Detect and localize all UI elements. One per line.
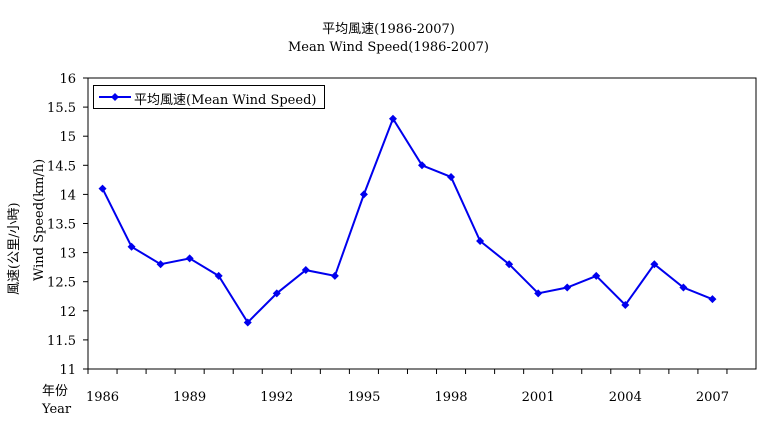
y-tick-label: 12.5 [47, 276, 76, 291]
x-tick-label: 1989 [173, 390, 206, 405]
legend-label: 平均風速(Mean Wind Speed) [134, 93, 317, 108]
data-point-marker [563, 283, 572, 292]
y-tick-label: 14.5 [47, 159, 76, 174]
data-point-marker [272, 289, 281, 298]
y-tick-label: 15 [59, 130, 76, 145]
y-axis-label-english: Wind Speed(km/h) [32, 158, 47, 281]
plot-area-frame [87, 77, 757, 370]
x-tick-label: 1995 [347, 390, 380, 405]
data-point-marker [447, 172, 456, 181]
data-point-marker [98, 184, 107, 193]
chart-title-chinese: 平均風速(1986-2007) [322, 22, 455, 37]
x-axis-label-chinese: 年份 [42, 384, 69, 399]
y-tick-label: 16 [59, 72, 76, 87]
data-point-marker [388, 114, 397, 123]
y-tick-label: 15.5 [47, 101, 76, 116]
data-point-marker [476, 236, 485, 245]
data-point-marker [359, 190, 368, 199]
data-point-marker [650, 260, 659, 269]
x-tick-label: 1992 [260, 390, 293, 405]
data-point-marker [127, 242, 136, 251]
data-point-marker [243, 318, 252, 327]
legend-line-marker-icon [99, 93, 131, 101]
chart-title-english: Mean Wind Speed(1986-2007) [287, 40, 490, 55]
data-point-marker [708, 295, 717, 304]
chart-legend: 平均風速(Mean Wind Speed) [93, 85, 325, 109]
y-tick-label: 14 [59, 188, 76, 203]
x-tick-label: 2007 [696, 390, 729, 405]
data-point-marker [592, 271, 601, 280]
series-line [101, 116, 713, 324]
y-axis-label-chinese: 風速(公里/小時) [7, 202, 22, 295]
data-point-marker [679, 283, 688, 292]
y-tick-label: 13.5 [47, 218, 76, 233]
data-point-marker [156, 260, 165, 269]
y-tick-label: 13 [59, 247, 76, 262]
x-tick-label: 2004 [609, 390, 642, 405]
y-tick-label: 11.5 [47, 334, 76, 349]
x-axis-label-english: Year [42, 402, 72, 417]
y-tick-label: 11 [59, 363, 76, 378]
data-point-marker [301, 266, 310, 275]
data-point-marker [330, 271, 339, 280]
data-point-marker [534, 289, 543, 298]
x-tick-label: 1998 [434, 390, 467, 405]
data-point-marker [621, 300, 630, 309]
data-point-marker [418, 161, 426, 170]
data-point-marker [505, 260, 514, 269]
data-point-marker [185, 254, 194, 263]
x-tick-label: 1986 [86, 390, 119, 405]
data-point-marker [214, 271, 223, 280]
x-tick-label: 2001 [522, 390, 555, 405]
y-tick-label: 12 [59, 305, 76, 320]
